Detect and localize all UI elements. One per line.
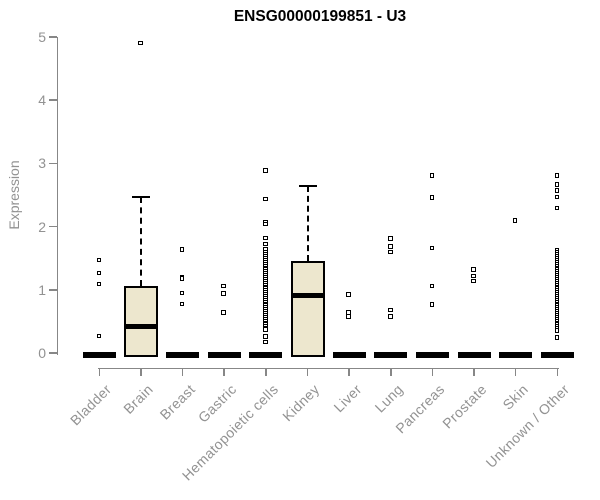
outlier-point — [554, 205, 560, 211]
outlier-point — [388, 249, 393, 255]
x-tick — [473, 368, 475, 376]
x-tick — [98, 368, 101, 376]
outlier-point — [263, 196, 268, 202]
outlier-point — [554, 194, 560, 200]
outlier-point — [429, 173, 435, 178]
y-tick-label: 4 — [38, 92, 46, 109]
outlier-point — [554, 173, 560, 178]
x-tick — [223, 368, 225, 376]
outlier-point — [388, 244, 393, 249]
outlier-point — [554, 335, 560, 340]
y-tick — [48, 225, 57, 228]
flat-box-at-zero — [499, 351, 533, 358]
outlier-point — [429, 245, 435, 251]
outlier-point — [138, 40, 143, 46]
flat-box-at-zero — [82, 351, 116, 358]
outlier-point — [263, 168, 268, 173]
box — [123, 286, 158, 357]
outlier-point — [429, 195, 435, 200]
outlier-point — [388, 307, 393, 313]
flat-box-at-zero — [374, 351, 408, 358]
x-category-label: Bladder — [67, 381, 115, 429]
outlier-point — [429, 302, 435, 307]
x-category-label: Brain — [120, 381, 157, 417]
x-tick — [140, 368, 142, 376]
x-tick — [390, 368, 392, 376]
outlier-point — [554, 182, 560, 187]
y-tick-label: 1 — [38, 281, 46, 298]
y-axis-label: Expression — [6, 160, 22, 230]
x-category-label: Liver — [330, 381, 365, 416]
flat-box-at-zero — [249, 351, 283, 358]
flat-box-at-zero — [332, 351, 366, 358]
outlier-point — [221, 291, 226, 296]
y-axis-line — [56, 37, 58, 355]
flat-box-at-zero — [166, 351, 200, 358]
box — [290, 260, 325, 357]
outlier-point — [471, 273, 476, 279]
outlier-point — [388, 314, 393, 319]
outlier-point — [221, 283, 226, 289]
outlier-point — [179, 290, 185, 296]
median-line — [123, 323, 158, 329]
x-category-label: Skin — [499, 381, 532, 413]
x-tick — [306, 368, 309, 376]
x-tick — [265, 368, 267, 376]
y-tick-label: 0 — [38, 345, 46, 361]
outlier-point — [471, 267, 476, 272]
outlier-point — [471, 278, 476, 284]
outlier-point — [263, 235, 268, 241]
outlier-point — [96, 333, 102, 339]
outlier-point — [179, 276, 185, 281]
chart-title: ENSG00000199851 - U3 — [233, 8, 407, 25]
x-tick — [556, 368, 559, 376]
y-tick-label: 2 — [38, 218, 46, 235]
flat-box-at-zero — [415, 351, 449, 358]
outlier-point — [388, 236, 393, 241]
outlier-point — [96, 270, 102, 276]
x-category-label: Prostate — [438, 381, 490, 432]
y-tick — [48, 352, 57, 354]
outlier-point — [346, 292, 351, 297]
flat-box-at-zero — [207, 351, 241, 358]
outlier-point — [554, 188, 560, 193]
outlier-point — [554, 328, 560, 333]
outlier-point — [263, 241, 268, 247]
x-tick — [181, 368, 184, 376]
x-category-label: Kidney — [279, 381, 323, 425]
outlier-point — [263, 327, 268, 332]
outlier-point — [96, 257, 102, 263]
x-category-label: Lung — [371, 381, 407, 416]
y-tick-label: 3 — [38, 155, 46, 172]
outlier-point — [179, 301, 185, 307]
y-tick-label: 5 — [38, 29, 46, 45]
outlier-point — [429, 283, 435, 289]
x-axis-line — [98, 367, 559, 369]
median-line — [290, 292, 325, 298]
flat-box-at-zero — [457, 351, 491, 358]
flat-box-at-zero — [540, 351, 574, 358]
y-tick — [48, 99, 57, 101]
x-category-label: Breast — [156, 381, 198, 423]
whisker-cap — [298, 184, 317, 188]
outlier-point — [263, 334, 268, 339]
x-tick — [348, 368, 350, 376]
y-tick — [48, 36, 57, 38]
outlier-point — [221, 310, 226, 315]
whisker-cap — [131, 195, 150, 199]
outlier-point — [179, 247, 185, 252]
upper-whisker — [139, 196, 142, 286]
outlier-point — [346, 314, 351, 319]
outlier-point — [263, 221, 268, 227]
outlier-point — [263, 339, 268, 344]
x-tick — [514, 368, 517, 376]
x-tick — [431, 368, 434, 376]
outlier-point — [96, 281, 102, 287]
y-tick — [48, 162, 57, 165]
upper-whisker — [306, 186, 309, 261]
y-tick — [48, 289, 57, 291]
outlier-point — [512, 218, 518, 223]
